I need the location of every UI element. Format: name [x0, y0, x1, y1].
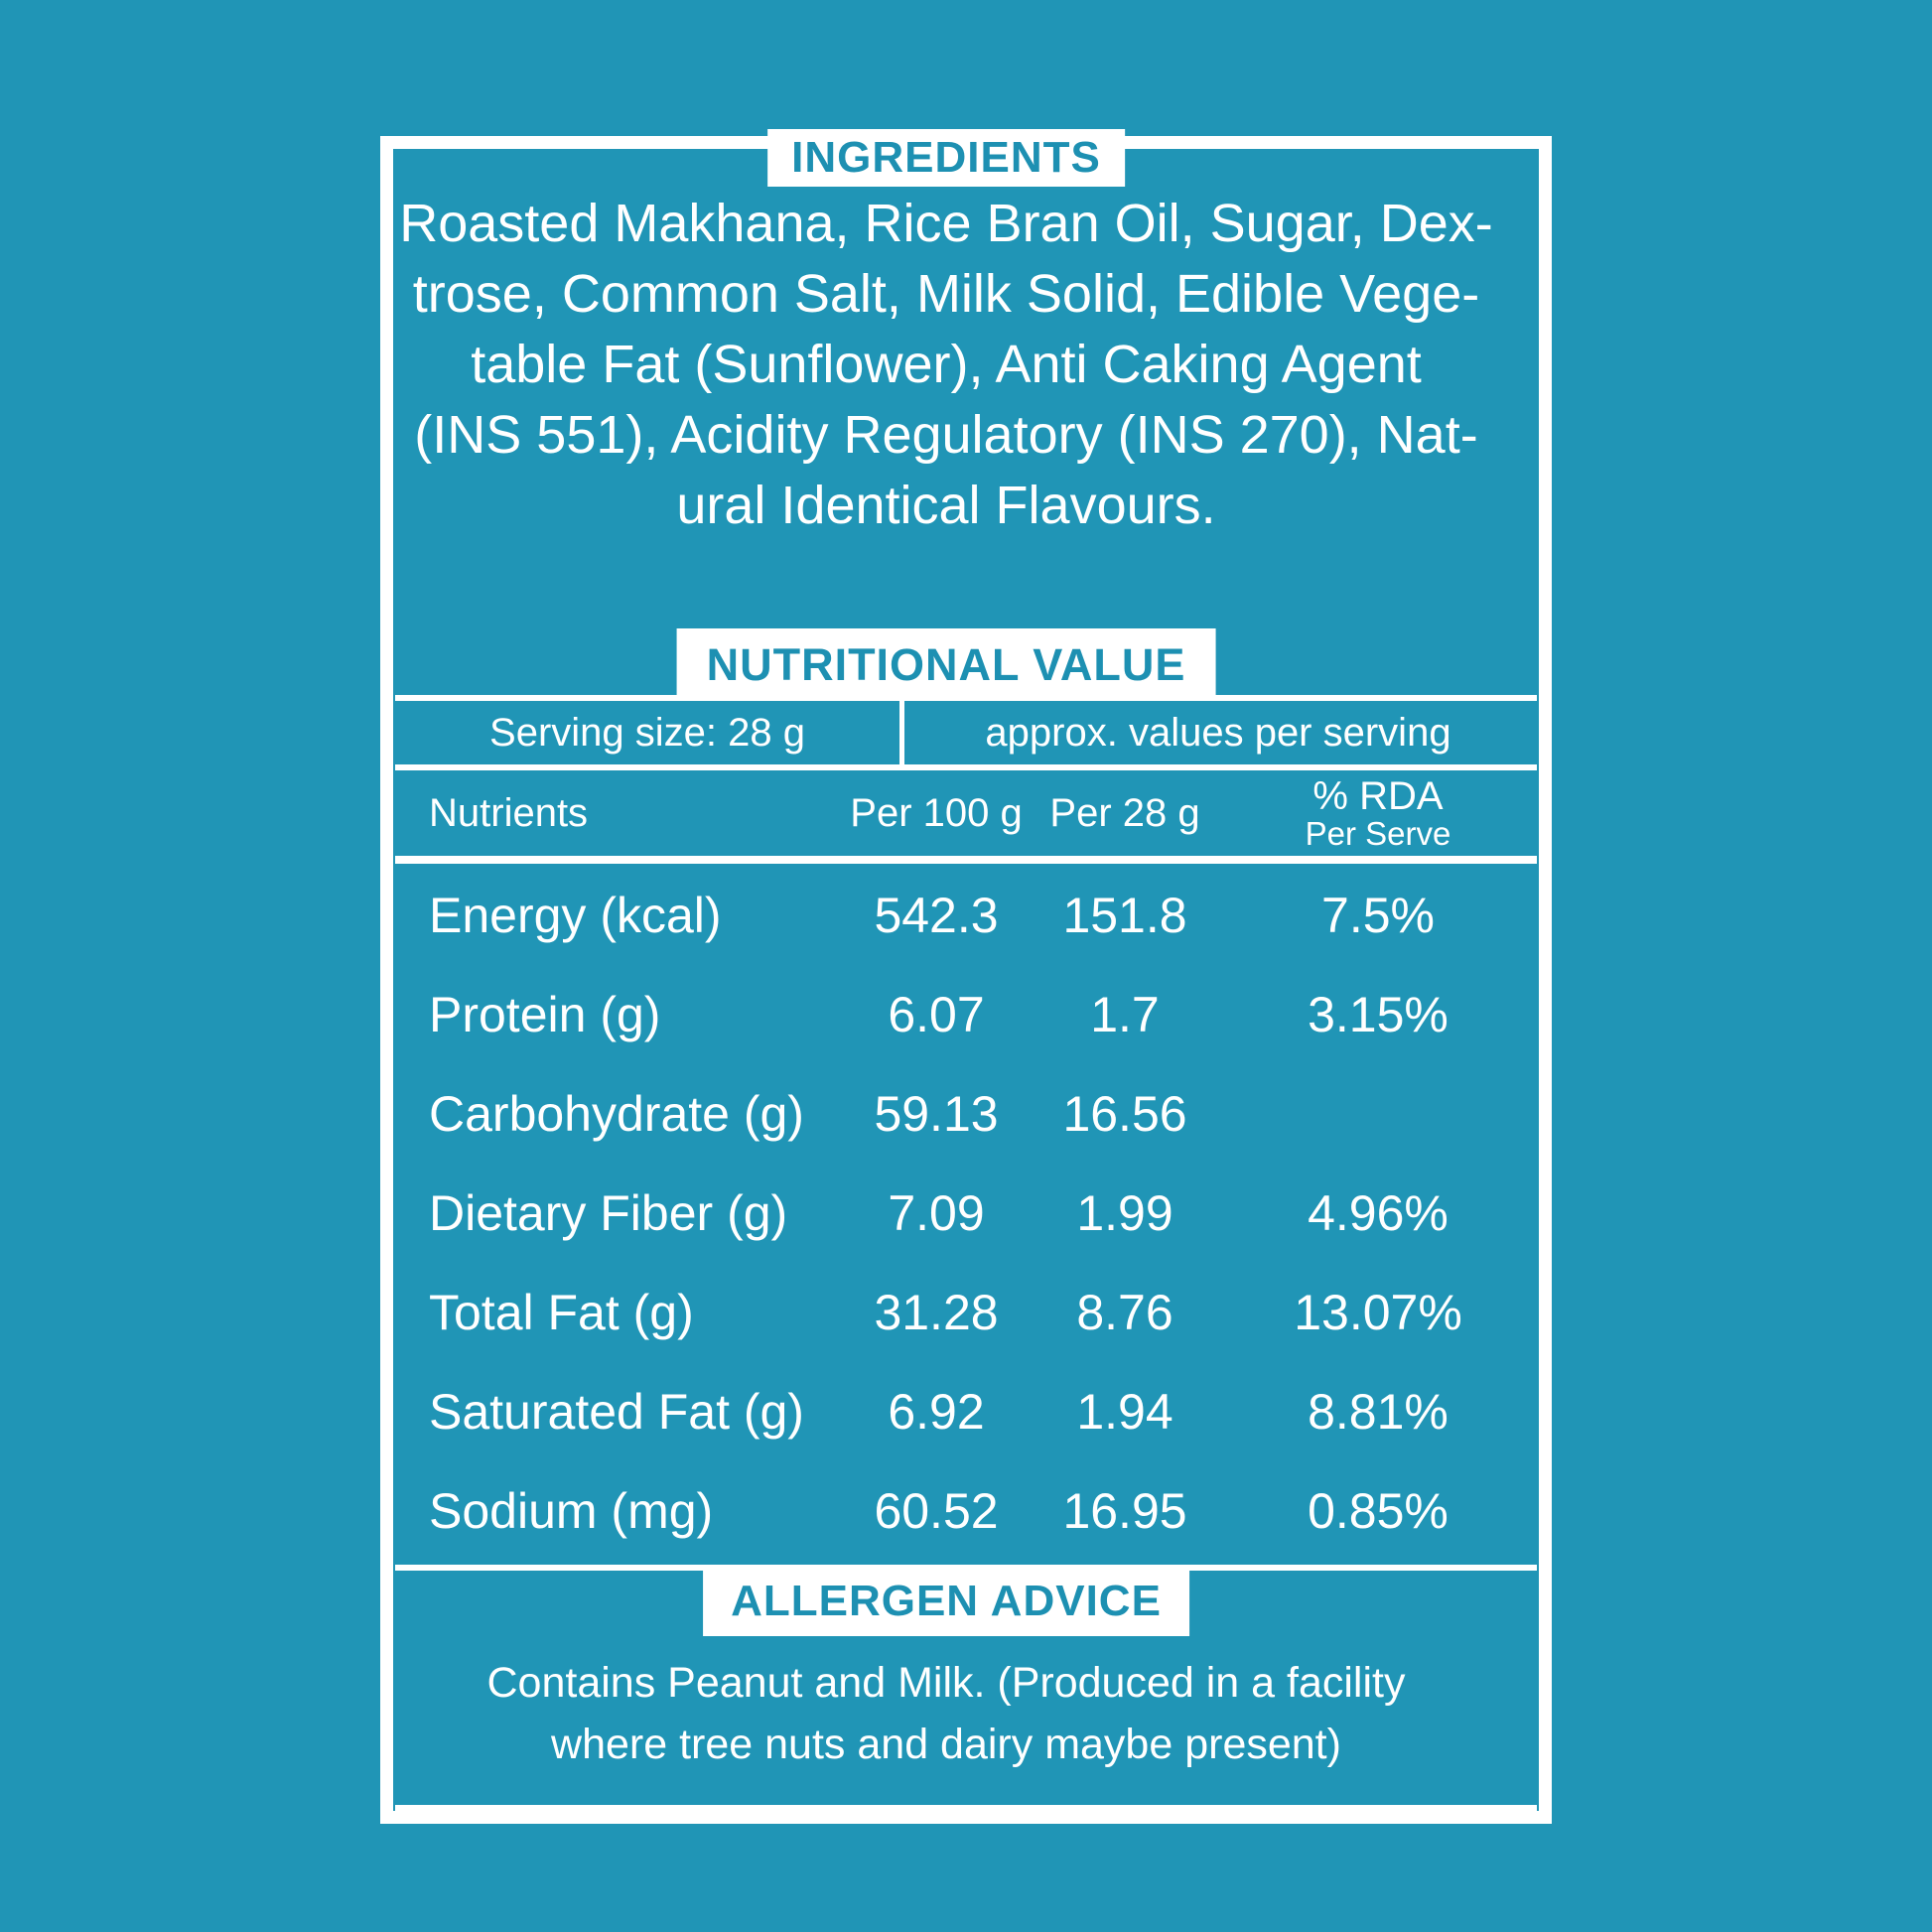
nutrient-label: Sodium (mg) [429, 1483, 714, 1539]
label-border-frame [380, 136, 1552, 1824]
nutrient-label: Saturated Fat (g) [429, 1384, 804, 1440]
bottom-inner-line [395, 1805, 1537, 1811]
table-row: Saturated Fat (g) 6.92 1.94 8.81% [395, 1362, 1537, 1461]
nutrient-per28g: 8.76 [1076, 1285, 1173, 1340]
nutrient-per100g: 7.09 [888, 1185, 985, 1241]
nutrient-per28g: 16.95 [1062, 1483, 1187, 1539]
ingredients-line: trose, Common Salt, Milk Solid, Edible V… [412, 264, 1480, 324]
nutrient-per100g: 6.07 [888, 987, 985, 1042]
col-header-per100g: Per 100 g [850, 790, 1023, 835]
nutrient-rda: 13.07% [1294, 1285, 1462, 1340]
nutrient-per28g: 151.8 [1062, 888, 1187, 943]
table-column-headers: Nutrients Per 100 g Per 28 g % RDA Per S… [395, 770, 1537, 856]
ingredients-line: Roasted Makhana, Rice Bran Oil, Sugar, D… [399, 194, 1493, 253]
allergen-line: where tree nuts and dairy maybe present) [551, 1721, 1341, 1768]
ingredients-title-text: INGREDIENTS [791, 133, 1101, 182]
nutrient-label: Energy (kcal) [429, 888, 722, 943]
allergen-section-title: ALLERGEN ADVICE [703, 1567, 1189, 1636]
nutrient-per100g: 59.13 [874, 1086, 999, 1142]
col-header-rda-top: % RDA [1312, 773, 1444, 818]
ingredients-line: table Fat (Sunflower), Anti Caking Agent [471, 335, 1422, 394]
nutritional-value-section-title: NUTRITIONAL VALUE [676, 628, 1216, 701]
serving-info-row: Serving size: 28 g approx. values per se… [395, 701, 1537, 764]
table-row: Carbohydrate (g) 59.13 16.56 [395, 1064, 1537, 1164]
nutrient-label: Carbohydrate (g) [429, 1086, 804, 1142]
nutrient-per100g: 60.52 [874, 1483, 999, 1539]
ingredients-paragraph: Roasted Makhana, Rice Bran Oil, Sugar, D… [395, 189, 1497, 541]
nutrient-label: Total Fat (g) [429, 1285, 694, 1340]
approx-values-cell: approx. values per serving [985, 710, 1451, 755]
nutrient-per100g: 6.92 [888, 1384, 985, 1440]
table-row: Sodium (mg) 60.52 16.95 0.85% [395, 1461, 1537, 1561]
allergen-paragraph: Contains Peanut and Milk. (Produced in a… [420, 1652, 1472, 1775]
ingredients-line: (INS 551), Acidity Regulatory (INS 270),… [414, 405, 1478, 465]
nutrient-per28g: 1.7 [1090, 987, 1160, 1042]
nutrient-per100g: 31.28 [874, 1285, 999, 1340]
table-row: Energy (kcal) 542.3 151.8 7.5% [395, 866, 1537, 965]
serving-size-cell: Serving size: 28 g [489, 710, 805, 755]
nutrient-rda: 7.5% [1321, 888, 1435, 943]
nutrient-per28g: 16.56 [1062, 1086, 1187, 1142]
nutritional-title-text: NUTRITIONAL VALUE [706, 638, 1186, 690]
divider-line [395, 764, 1537, 770]
nutrient-per28g: 1.99 [1076, 1185, 1173, 1241]
ingredients-section-title: INGREDIENTS [767, 129, 1125, 187]
nutrient-rda: 4.96% [1308, 1185, 1449, 1241]
nutrient-per100g: 542.3 [874, 888, 999, 943]
serving-row-divider [899, 695, 904, 770]
nutrient-per28g: 1.94 [1076, 1384, 1173, 1440]
allergen-title-text: ALLERGEN ADVICE [731, 1577, 1162, 1625]
nutrient-rda: 8.81% [1308, 1384, 1449, 1440]
col-header-nutrients: Nutrients [429, 790, 589, 835]
allergen-line: Contains Peanut and Milk. (Produced in a… [486, 1659, 1406, 1707]
table-row: Total Fat (g) 31.28 8.76 13.07% [395, 1263, 1537, 1362]
table-row: Protein (g) 6.07 1.7 3.15% [395, 965, 1537, 1064]
nutrient-label: Dietary Fiber (g) [429, 1185, 788, 1241]
col-header-rda: % RDA Per Serve [1219, 775, 1537, 852]
divider-line [395, 856, 1537, 864]
nutrient-rda: 3.15% [1308, 987, 1449, 1042]
ingredients-line: ural Identical Flavours. [676, 476, 1216, 535]
table-row: Dietary Fiber (g) 7.09 1.99 4.96% [395, 1164, 1537, 1263]
nutrient-label: Protein (g) [429, 987, 661, 1042]
nutrient-rda: 0.85% [1308, 1483, 1449, 1539]
col-header-rda-bottom: Per Serve [1305, 814, 1451, 852]
col-header-per28g: Per 28 g [1049, 790, 1200, 835]
nutrition-table-body: Energy (kcal) 542.3 151.8 7.5% Protein (… [395, 866, 1537, 1561]
